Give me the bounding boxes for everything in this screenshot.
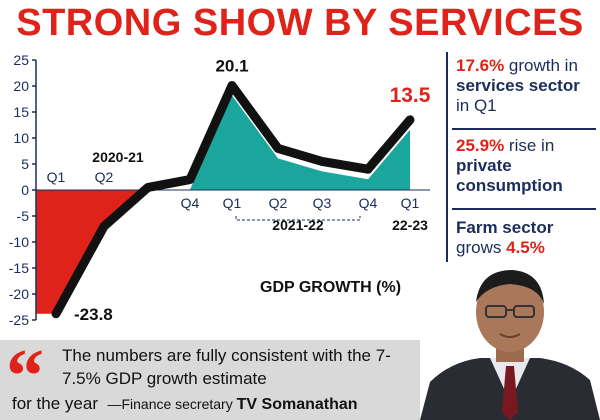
- face: [476, 272, 544, 352]
- stat-farm-bold: Farm sector: [456, 218, 554, 237]
- stat-services-text2: in Q1: [456, 96, 497, 115]
- x-tick-label: Q3: [313, 195, 332, 211]
- y-tick-label: 0: [21, 182, 29, 198]
- data-label-last: 13.5: [390, 84, 431, 107]
- y-tick-label: -15: [9, 260, 29, 276]
- stat-services-bold: services sector: [456, 76, 580, 95]
- data-label-first: -23.8: [74, 305, 113, 324]
- stat-services-value: 17.6%: [456, 56, 505, 75]
- x-tick-label: Q1: [47, 169, 66, 185]
- glasses-right: [513, 305, 535, 318]
- quote-line3: for the year: [12, 394, 98, 413]
- stat-farm: Farm sector grows 4.5%: [456, 218, 596, 258]
- person-photo: [420, 262, 600, 420]
- gdp-series-line: [51, 80, 415, 319]
- portrait-illustration: [420, 262, 600, 420]
- sidebar-divider: [452, 128, 596, 130]
- period-label-2021-22: 2021-22: [272, 217, 324, 233]
- quote-mark-icon: “: [6, 334, 44, 418]
- stat-farm-text1: grows: [456, 238, 507, 257]
- x-tick-label: Q1: [223, 195, 242, 211]
- positive-area: [190, 95, 410, 190]
- hair: [476, 270, 544, 304]
- stat-consumption-bold: private consumption: [456, 156, 563, 195]
- negative-area: [36, 190, 146, 314]
- stat-consumption-value: 25.9%: [456, 136, 505, 155]
- data-label-peak: 20.1: [215, 56, 248, 75]
- period-label-22-23: 22-23: [392, 217, 428, 233]
- x-tick-label: Q2: [269, 195, 288, 211]
- stat-consumption-text1: rise in: [504, 136, 555, 155]
- y-tick-label: -10: [9, 234, 29, 250]
- chart-svg: 25 20 15 10 5 0 -5 -10 -15 -20 -25 Q1 Q2 Q4 Q1 Q2 Q3 Q4 Q1…: [9, 52, 431, 328]
- y-tick-label: 10: [13, 130, 29, 146]
- x-tick-label: Q4: [181, 195, 200, 211]
- sidebar-divider: [452, 208, 596, 210]
- quote-credit: —Finance secretary TV Somanathan: [107, 396, 358, 413]
- chart-title: GDP GROWTH (%): [260, 279, 401, 296]
- credit-prefix: —Finance secretary: [107, 396, 237, 412]
- quote-attribution: for the year —Finance secretary TV Soman…: [12, 392, 412, 416]
- quote-text: The numbers are fully consistent with th…: [62, 346, 391, 388]
- stat-farm-value: 4.5%: [506, 238, 545, 257]
- y-tick-label: 25: [13, 52, 29, 68]
- stat-consumption: 25.9% rise in private consumption: [456, 136, 596, 196]
- stats-sidebar: 17.6% growth in services sector in Q1 25…: [446, 52, 596, 276]
- stat-services-text1: growth in: [504, 56, 578, 75]
- period-bracket-2021-22: [235, 216, 361, 221]
- quote-box: “ The numbers are fully consistent with …: [0, 334, 420, 420]
- y-tick-label: -20: [9, 286, 29, 302]
- y-tick-label: -5: [17, 208, 30, 224]
- y-tick-label: 15: [13, 104, 29, 120]
- y-tick-label: 20: [13, 78, 29, 94]
- period-label-2020-21: 2020-21: [92, 149, 144, 165]
- y-tick-label: 5: [21, 156, 29, 172]
- headline: STRONG SHOW BY SERVICES: [16, 2, 584, 44]
- x-tick-label: Q1: [401, 195, 420, 211]
- stat-services: 17.6% growth in services sector in Q1: [456, 56, 596, 116]
- mouth: [499, 333, 521, 338]
- y-tick-label: -25: [9, 312, 29, 328]
- gdp-chart: 25 20 15 10 5 0 -5 -10 -15 -20 -25 Q1 Q2 Q4 Q1 Q2 Q3 Q4 Q1…: [0, 48, 446, 338]
- x-tick-label: Q4: [359, 195, 378, 211]
- necktie: [502, 366, 518, 420]
- x-tick-label: Q2: [95, 169, 114, 185]
- credit-name: TV Somanathan: [236, 396, 358, 413]
- glasses-left: [485, 305, 507, 318]
